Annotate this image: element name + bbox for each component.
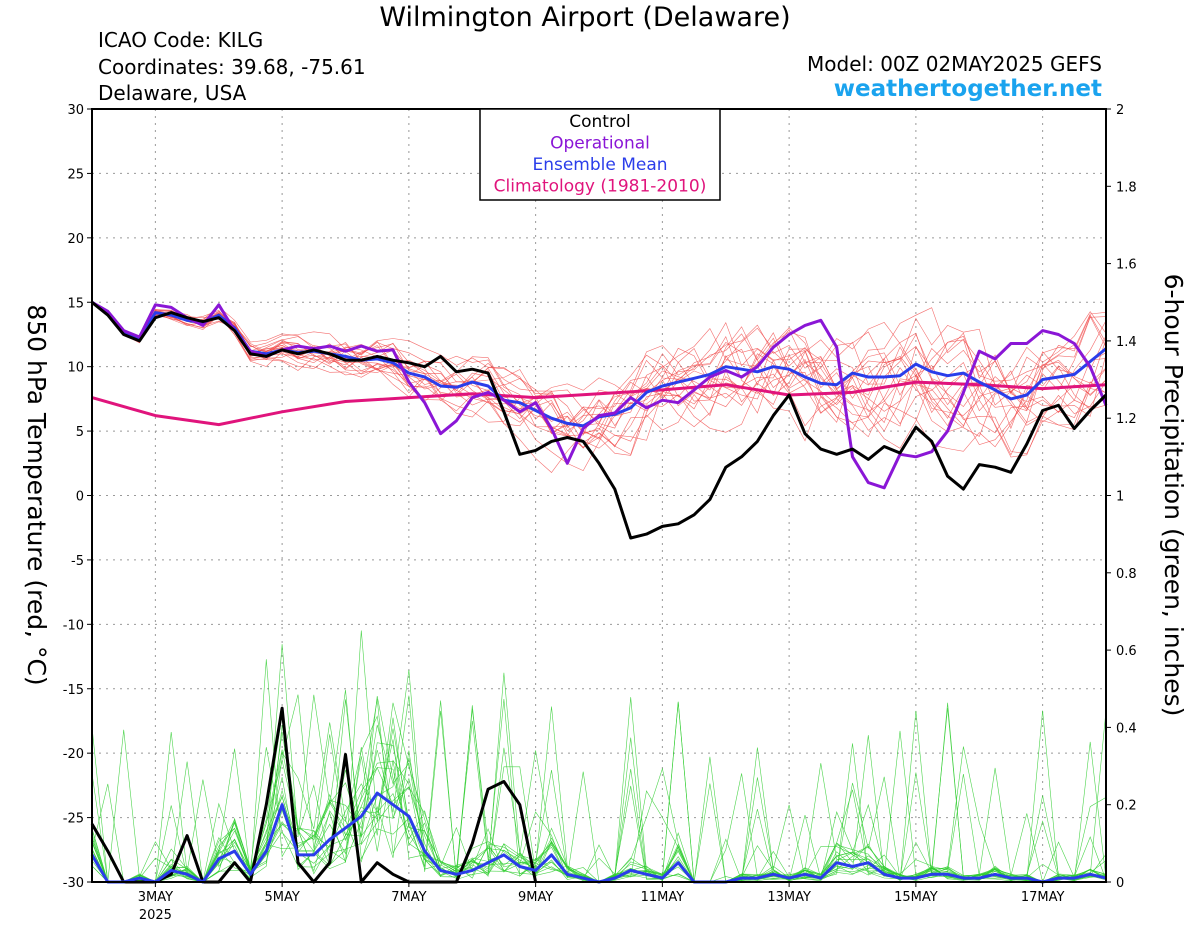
y-tick-label-right: 1.4 <box>1116 335 1137 350</box>
y-tick-label-right: 1 <box>1116 490 1124 505</box>
x-tick-label: 13MAY <box>767 890 811 905</box>
precip-member-line <box>91 644 1107 883</box>
y-axis-label-right: 6-hour Precipitation (green, inches) <box>1159 274 1188 717</box>
temp-member-line <box>91 302 1107 456</box>
temp-member-line <box>91 302 1107 442</box>
temp-member-line <box>91 302 1107 417</box>
y-tick-label-left: -25 <box>63 812 84 827</box>
y-tick-label-left: 10 <box>67 361 84 376</box>
y-axis-label-left: 850 hPa Temperature (red, °C) <box>22 304 51 685</box>
y-tick-label-left: -15 <box>63 683 84 698</box>
model-run-label: Model: 00Z 02MAY2025 GEFS <box>807 52 1102 76</box>
site-link[interactable]: weathertogether.net <box>833 76 1102 102</box>
y-tick-label-left: 5 <box>76 425 84 440</box>
temp-line-control <box>91 301 1108 540</box>
y-tick-label-right: 2 <box>1116 103 1124 118</box>
y-tick-label-left: 0 <box>76 490 84 505</box>
y-tick-label-left: -5 <box>71 554 84 569</box>
series-lines <box>90 300 1108 884</box>
temp-member-line <box>91 302 1107 458</box>
y-tick-label-right: 1.8 <box>1116 180 1137 195</box>
page-title: Wilmington Airport (Delaware) <box>379 2 791 33</box>
precip-member-line <box>91 706 1107 883</box>
y-tick-label-left: 25 <box>67 167 84 182</box>
temp-line-climatology-1981-2010 <box>91 380 1107 427</box>
y-tick-label-left: 20 <box>67 232 84 247</box>
temp-member-line <box>91 302 1107 440</box>
y-tick-label-left: 15 <box>67 296 84 311</box>
precip-member-line <box>91 707 1107 883</box>
precip-member-line <box>91 630 1107 883</box>
icao-code-label: ICAO Code: KILG <box>98 28 264 52</box>
x-tick-year-label: 2025 <box>139 908 172 923</box>
y-tick-label-right: 1.6 <box>1116 258 1137 273</box>
y-tick-label-left: -20 <box>63 747 84 762</box>
temp-member-line <box>91 302 1107 455</box>
region-label: Delaware, USA <box>98 81 247 105</box>
grid-lines <box>92 109 1106 882</box>
temp-line-ensemble-mean <box>91 301 1107 428</box>
y-tick-label-left: -10 <box>63 618 84 633</box>
temp-member-line <box>91 302 1107 471</box>
precip-member-line <box>91 715 1107 883</box>
coordinates-label: Coordinates: 39.68, -75.61 <box>98 55 366 79</box>
y-tick-label-right: 1.2 <box>1116 412 1137 427</box>
temp-member-line <box>91 302 1107 448</box>
y-tick-label-left: -30 <box>63 876 84 891</box>
x-tick-label: 17MAY <box>1021 890 1065 905</box>
legend-entry: Operational <box>550 134 650 154</box>
ensemble-members <box>91 302 1107 883</box>
x-tick-label: 3MAY <box>138 890 173 905</box>
y-tick-label-left: 30 <box>67 103 84 118</box>
y-tick-label-right: 0.6 <box>1116 644 1137 659</box>
x-tick-label: 11MAY <box>641 890 685 905</box>
legend-box <box>479 108 721 201</box>
x-tick-label: 7MAY <box>391 890 426 905</box>
precip-line-ensemble-mean <box>90 791 1107 884</box>
axis-ticks: 302520151050-5-10-15-20-25-3021.81.61.41… <box>63 103 1137 923</box>
x-tick-label: 5MAY <box>264 890 299 905</box>
legend-entry: Ensemble Mean <box>532 155 667 175</box>
x-tick-label: 9MAY <box>518 890 553 905</box>
y-tick-label-right: 0 <box>1116 876 1124 891</box>
y-tick-label-right: 0.8 <box>1116 567 1137 582</box>
y-tick-label-right: 0.2 <box>1116 799 1137 814</box>
precip-member-line <box>91 717 1107 883</box>
x-tick-label: 15MAY <box>894 890 938 905</box>
temp-member-line <box>91 302 1107 426</box>
y-tick-label-right: 0.4 <box>1116 721 1137 736</box>
legend-entry: Climatology (1981-2010) <box>494 177 707 197</box>
legend-entry: Control <box>569 112 630 132</box>
